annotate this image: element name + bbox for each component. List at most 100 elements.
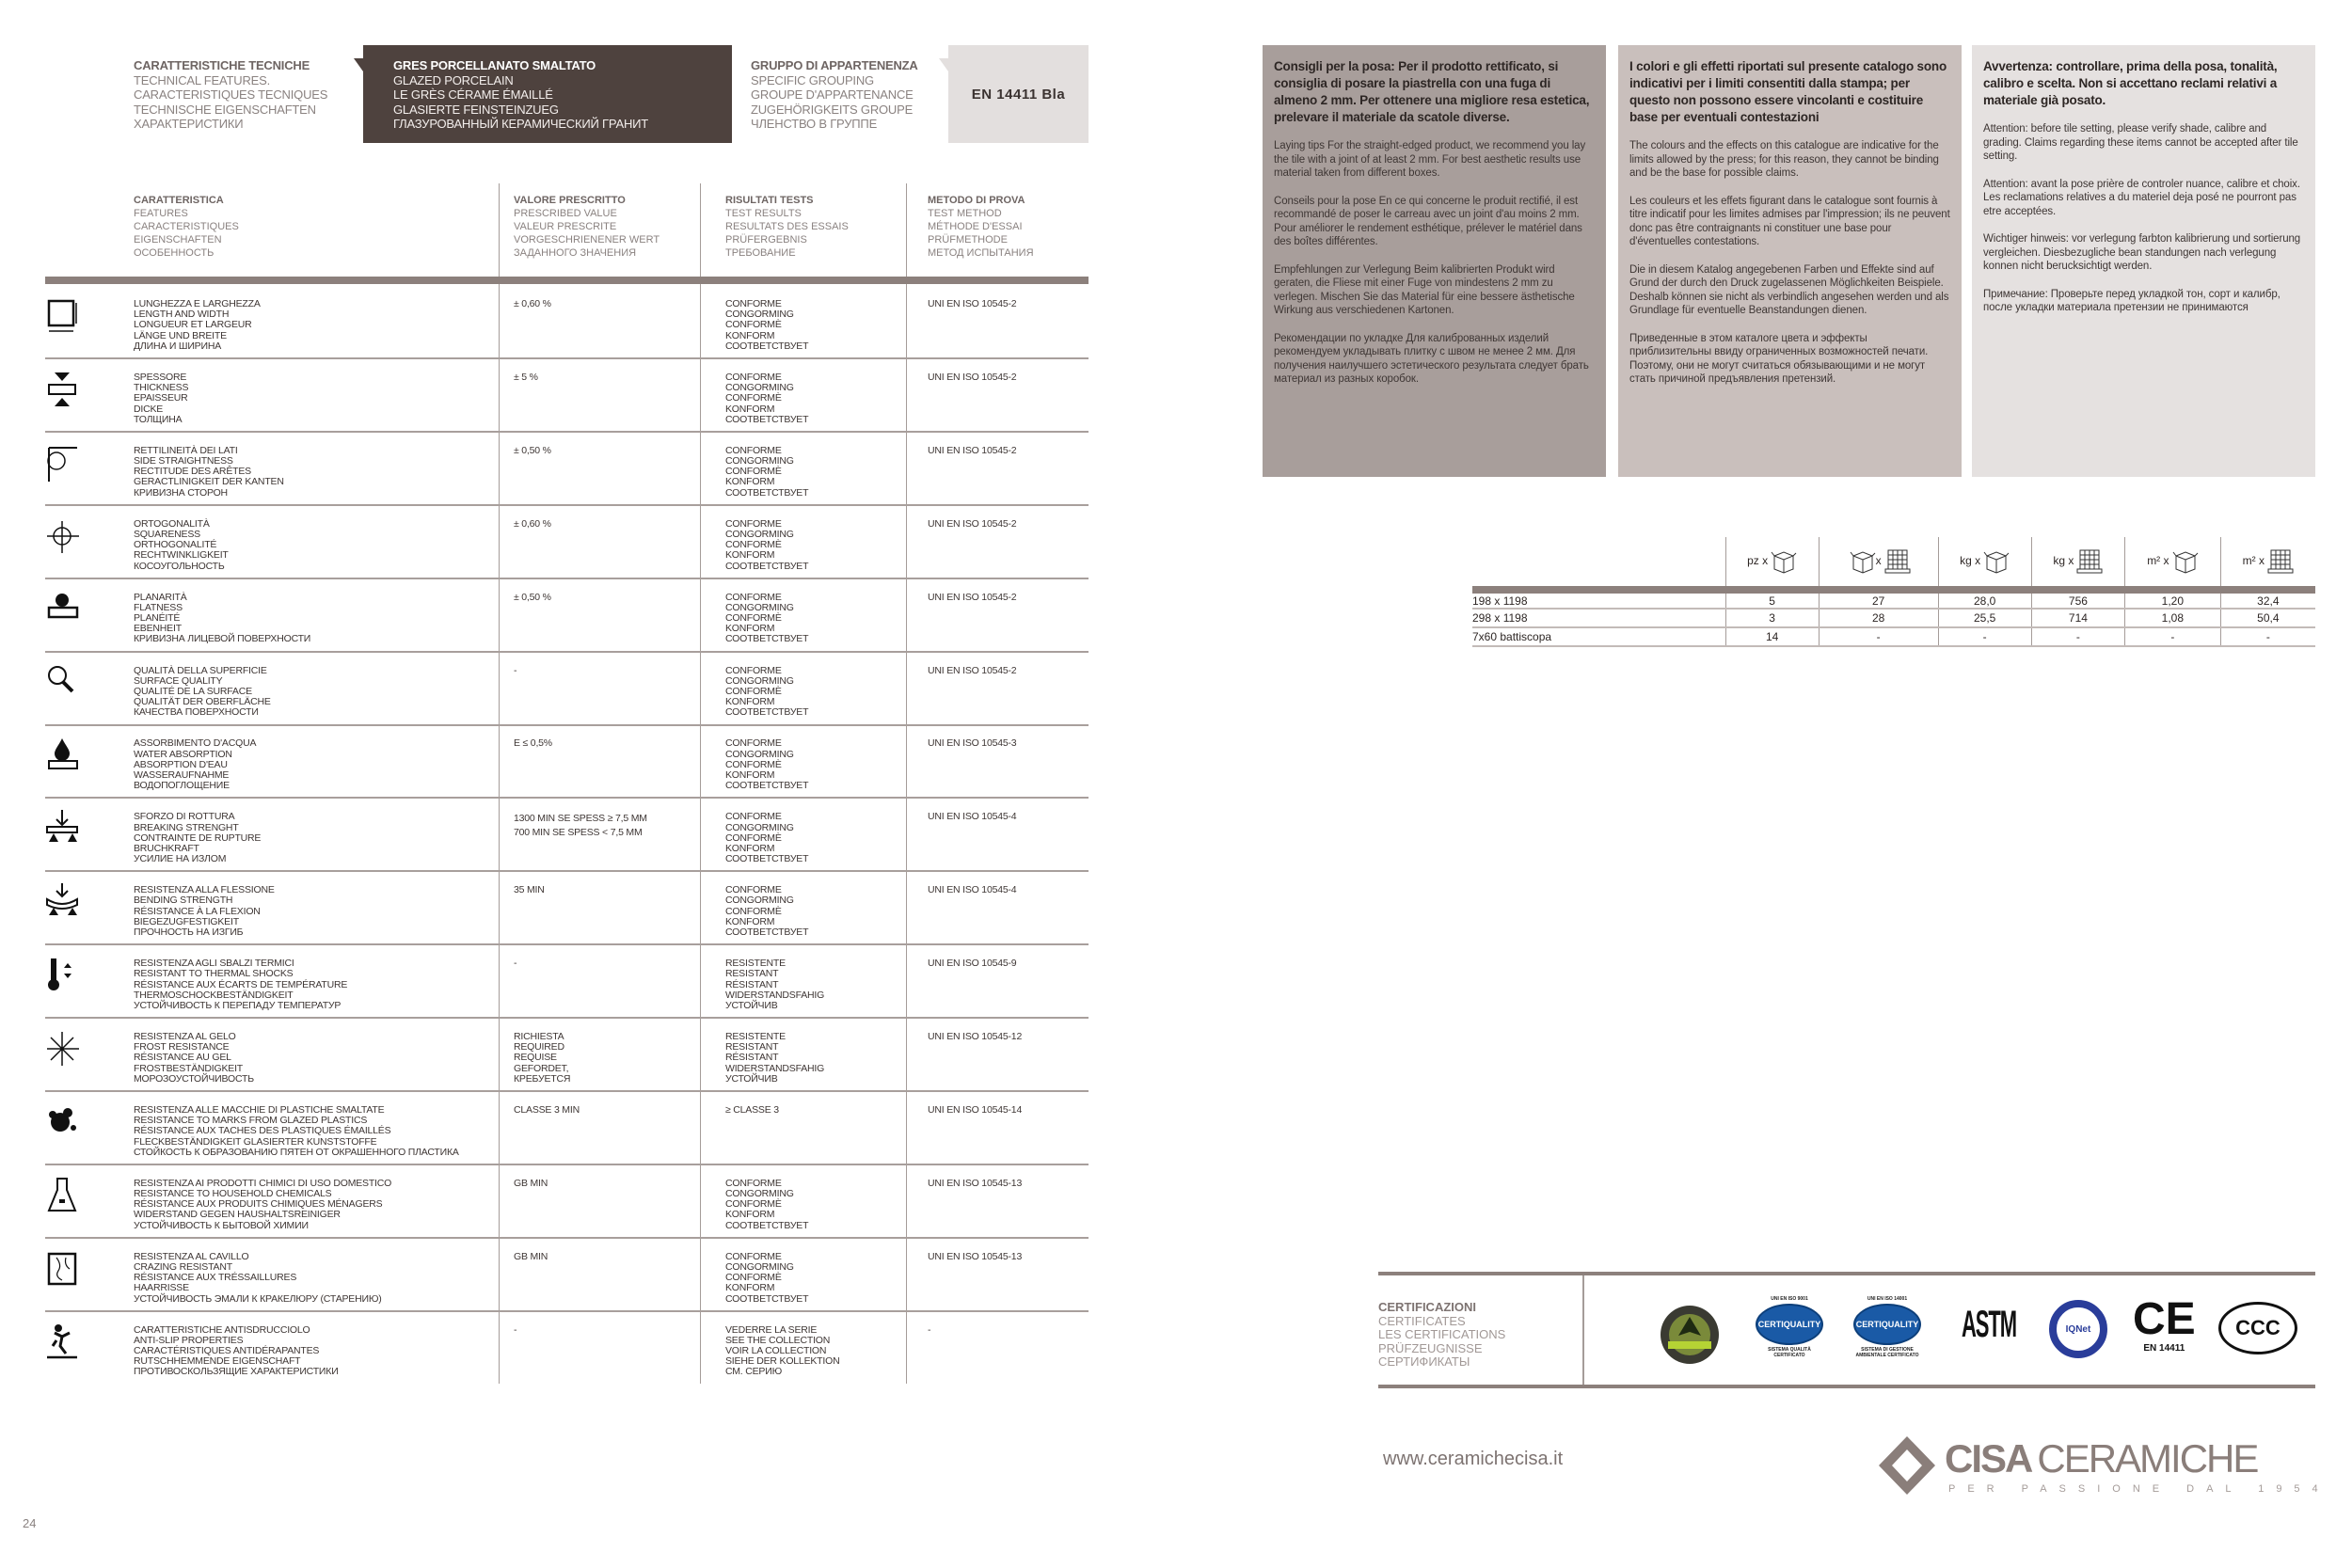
feature-line: SFORZO DI ROTTURA bbox=[134, 811, 235, 823]
feature-line: ДЛИНА И ШИРИНА bbox=[134, 340, 222, 352]
feature-line: SQUARENESS bbox=[134, 528, 200, 540]
cell-method: UNI EN ISO 10545-3 bbox=[928, 737, 1017, 750]
feature-line: СТОЙКОСТЬ К ОБРАЗОВАНИЮ ПЯТЕН ОТ ОКРАШЕН… bbox=[134, 1146, 459, 1158]
note-panel: I colori e gli effetti riportati sul pre… bbox=[1618, 45, 1962, 477]
cell-method: UNI EN ISO 10545-9 bbox=[928, 958, 1017, 970]
anti-slip-icon bbox=[47, 1323, 77, 1358]
result-line: RESISTANT bbox=[725, 968, 779, 980]
feature-line: ПРОТИВОСКОЛЬЗЯЩИЕ ХАРАКТЕРИСТИКИ bbox=[134, 1366, 339, 1378]
size-column-header bbox=[1472, 537, 1725, 590]
logo-caption: SISTEMA QUALITÀ CERTIFICATO bbox=[1768, 1347, 1811, 1358]
product-line: ГЛАЗУРОВАННЫЙ КЕРАМИЧЕСКИЙ ГРАНИТ bbox=[393, 117, 649, 131]
result-line: CONGORMING bbox=[725, 455, 794, 467]
cell-method: UNI EN ISO 10545-13 bbox=[928, 1251, 1022, 1262]
cell-feature: SPESSORE THICKNESS EPAISSEUR DICKE ТОЛЩИНА bbox=[134, 372, 188, 425]
cell-value: - bbox=[514, 665, 517, 676]
result-line: WIDERSTANDSFAHIG bbox=[725, 1062, 825, 1074]
packaging-value: 28 bbox=[1818, 609, 1939, 628]
length-width-icon bbox=[47, 299, 77, 332]
frost-icon bbox=[47, 1032, 79, 1066]
cell-value: ± 0,60 % bbox=[514, 518, 551, 530]
packaging-value: - bbox=[2124, 627, 2221, 647]
feature-line: ASSORBIMENTO D'ACQUA bbox=[134, 737, 257, 750]
product-line: GLASIERTE FEINSTEINZUEG bbox=[393, 102, 559, 117]
result-line: СООТВЕТСТВУЕТ bbox=[725, 633, 809, 645]
feature-line: RESISTENZA ALLE MACCHIE DI PLASTICHE SMA… bbox=[134, 1103, 385, 1116]
tile-size: 7x60 battiscopa bbox=[1472, 627, 1725, 647]
result-line: RESISTENTE bbox=[725, 1031, 786, 1042]
panel-paragraph: Conseils pour la pose En ce qui concerne… bbox=[1274, 195, 1582, 248]
result-line: СООТВЕТСТВУЕТ bbox=[725, 486, 809, 499]
cell-feature: RESISTENZA ALLE MACCHIE DI PLASTICHE SMA… bbox=[134, 1103, 459, 1158]
feature-line: QUALITÉ DE LA SURFACE bbox=[134, 685, 252, 697]
feature-line: КРИВИЗНА СТОРОН bbox=[134, 486, 228, 499]
method-line: UNI EN ISO 10545-3 bbox=[928, 737, 1017, 750]
cell-method: UNI EN ISO 10545-2 bbox=[928, 298, 1017, 309]
column-header-line: ТРЕБОВАНИЕ bbox=[725, 247, 796, 259]
result-line: CONGORMING bbox=[725, 895, 794, 907]
result-line: KONFORM bbox=[725, 842, 775, 854]
thermometer-icon bbox=[48, 958, 72, 991]
product-line: LE GRÈS CÉRAME ÉMAILLÉ bbox=[393, 87, 553, 102]
column-divider bbox=[499, 183, 500, 1384]
method-line: UNI EN ISO 10545-2 bbox=[928, 298, 1017, 309]
result-line: CONFORMÈ bbox=[725, 539, 782, 551]
cert-label: CERTIFICAZIONI bbox=[1378, 1300, 1476, 1314]
flask-icon bbox=[47, 1177, 77, 1212]
logo-caption: EN 14411 bbox=[2143, 1343, 2185, 1354]
value-line: 1300 min se spess ≥ 7,5 mm bbox=[514, 813, 647, 825]
method-line: UNI EN ISO 10545-9 bbox=[928, 958, 1017, 970]
water-drop-icon bbox=[48, 738, 78, 770]
cell-feature: ORTOGONALITÀ SQUARENESS ORTHOGONALITÉ RECHT… bbox=[134, 518, 229, 572]
tile-size: 298 x 1198 bbox=[1472, 609, 1725, 628]
cell-method: UNI EN ISO 10545-4 bbox=[928, 812, 1017, 822]
feature-line: FROST RESISTANCE bbox=[134, 1041, 230, 1053]
feature-line: RÉSISTANCE À LA FLEXION bbox=[134, 905, 261, 917]
features-heading: CARATTERISTICHE TECNICHE TECHNICAL FEATU… bbox=[134, 58, 327, 132]
method-line: UNI EN ISO 10545-2 bbox=[928, 517, 1017, 530]
ce-logo: CE EN 14411 bbox=[2133, 1296, 2196, 1354]
column-header: METODO DI PROVA TEST METHOD MÉTHODE D'ESSA… bbox=[928, 194, 1034, 260]
result-line: KONFORM bbox=[725, 403, 775, 415]
cell-value: GB MIN bbox=[514, 1177, 548, 1189]
feature-line: RÉSISTANCE AUX TACHES DES PLASTIQUES ÉMA… bbox=[134, 1125, 391, 1137]
heading-line: ЧЛЕНСТВО В ГРУППЕ bbox=[751, 117, 878, 131]
result-line: CONFORMÈ bbox=[725, 1272, 782, 1284]
cell-feature: PLANARITÀ FLATNESS PLANÉITÉ EBENHEIT КРИВИЗН… bbox=[134, 591, 311, 645]
cell-value: CLASSE 3 MIN bbox=[514, 1104, 580, 1116]
packaging-column-header: m² x bbox=[2219, 537, 2315, 590]
method-line: UNI EN ISO 10545-13 bbox=[928, 1177, 1023, 1189]
feature-line: LÄNGE UND BREITE bbox=[134, 329, 227, 341]
result-line: CONFORME bbox=[725, 371, 782, 383]
result-line: CONFORME bbox=[725, 444, 782, 456]
result-line: CONGORMING bbox=[725, 382, 794, 394]
panel-paragraph: Die in diesem Katalog angegebenen Farben… bbox=[1629, 263, 1949, 317]
brand-tagline: PER PASSIONE DAL 1954 bbox=[1948, 1483, 2330, 1495]
panel-paragraph: Empfehlungen zur Verlegung Beim kalibrie… bbox=[1274, 263, 1575, 317]
feature-line: ORTHOGONALITÉ bbox=[134, 539, 217, 551]
feature-line: КРИВИЗНА ЛИЦЕВОЙ ПОВЕРХНОСТИ bbox=[134, 633, 311, 645]
website-link[interactable]: www.ceramichecisa.it bbox=[1383, 1449, 1564, 1469]
panel-paragraph: Wichtiger hinweis: vor verlegung farbton… bbox=[1983, 233, 2301, 272]
feature-line: ABSORPTION D'EAU bbox=[134, 758, 228, 770]
table-row: RETTILINEITÀ DEI LATI SIDE STRAIGHTNESS RE… bbox=[45, 433, 1089, 506]
table-row: QUALITÀ DELLA SUPERFICIE SURFACE QUALITY Q… bbox=[45, 653, 1089, 726]
value-line: ± 0,50 % bbox=[514, 444, 551, 456]
result-line: RÉSISTANT bbox=[725, 1052, 779, 1064]
cert-divider bbox=[1582, 1275, 1584, 1385]
feature-line: PLANARITÀ bbox=[134, 591, 187, 603]
feature-line: УСТОЙЧИВОСТЬ ЭМАЛИ К КРАКЕЛЮРУ (СТАРЕНИЮ… bbox=[134, 1292, 382, 1305]
result-line: СООТВЕТСТВУЕТ bbox=[725, 780, 809, 792]
feature-line: BIEGEZUGFESTIGKEIT bbox=[134, 915, 239, 927]
heading-line: TECHNICAL FEATURES. bbox=[134, 72, 270, 87]
feature-line: УСТОЙЧИВОСТЬ К ПЕРЕПАДУ ТЕМПЕРАТУР bbox=[134, 999, 342, 1011]
feature-line: ВОДОПОГЛОЩЕНИЕ bbox=[134, 780, 230, 792]
value-line: ± 0,50 % bbox=[514, 591, 551, 603]
method-line: UNI EN ISO 10545-4 bbox=[928, 884, 1017, 896]
astm-logo: ASTM bbox=[1962, 1304, 2017, 1345]
result-line: СООТВЕТСТВУЕТ bbox=[725, 340, 809, 352]
feature-line: CARACTÉRISTIQUES ANTIDÉRAPANTES bbox=[134, 1345, 320, 1356]
note-panel: Avvertenza: controllare, prima della pos… bbox=[1972, 45, 2315, 477]
value-line: GB MIN bbox=[514, 1177, 548, 1189]
crazing-icon bbox=[47, 1252, 77, 1285]
